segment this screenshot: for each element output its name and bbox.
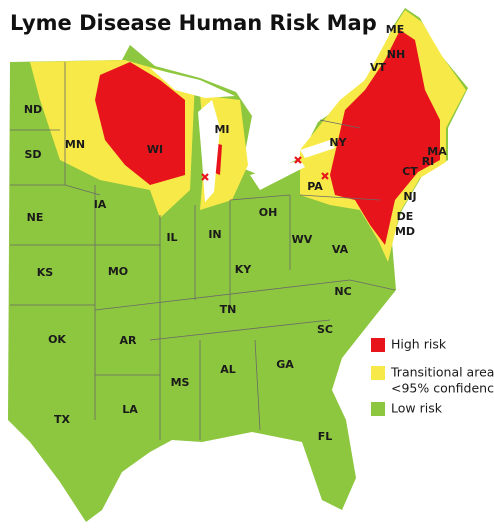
state-label: KY <box>235 263 253 276</box>
state-label: LA <box>122 403 138 416</box>
state-label: MI <box>214 123 229 136</box>
state-label: OK <box>48 333 66 346</box>
state-label: MA <box>427 145 447 158</box>
legend-label: Transitional area <box>390 365 494 380</box>
state-label: DE <box>397 210 414 223</box>
map-title: Lyme Disease Human Risk Map <box>10 11 377 35</box>
state-label: MS <box>171 376 190 389</box>
state-label: SD <box>24 148 41 161</box>
state-label: AR <box>120 334 138 347</box>
state-label: NE <box>27 211 44 224</box>
state-label: PA <box>307 180 323 193</box>
state-label: TN <box>220 303 237 316</box>
state-label: RI <box>422 155 435 168</box>
state-label: GA <box>276 358 294 371</box>
state-label: WV <box>292 233 313 246</box>
state-label: SC <box>317 323 333 336</box>
state-label: ME <box>386 23 404 36</box>
legend-label: Low risk <box>391 401 443 416</box>
state-label: VT <box>370 61 387 74</box>
legend-label: <95% confidence <box>391 381 494 396</box>
legend-swatch <box>371 338 385 352</box>
state-label: NJ <box>403 190 416 203</box>
state-label: NY <box>329 136 347 149</box>
marker <box>321 172 329 180</box>
state-label: MO <box>108 265 128 278</box>
state-label: MD <box>395 225 415 238</box>
legend-swatch <box>371 366 385 380</box>
state-label: MN <box>65 138 85 151</box>
state-label: ND <box>24 103 42 116</box>
state-label: OH <box>259 206 278 219</box>
marker <box>294 156 302 164</box>
state-label: IN <box>208 228 221 241</box>
high-risk-area <box>95 30 440 245</box>
state-label: KS <box>37 266 54 279</box>
state-label: NC <box>334 285 351 298</box>
state-label: CT <box>402 165 418 178</box>
lake <box>150 68 335 202</box>
marker <box>201 173 209 181</box>
state-label: IA <box>94 198 107 211</box>
state-label: VA <box>332 243 349 256</box>
state-label: IL <box>166 231 177 244</box>
legend-swatch <box>371 402 385 416</box>
state-label: TX <box>54 413 71 426</box>
state-label: FL <box>318 430 333 443</box>
state-label: AL <box>220 363 236 376</box>
map-area <box>8 8 468 522</box>
legend: High risk Transitional area<95% confidenc… <box>371 337 494 416</box>
state-borders <box>10 62 396 440</box>
marker-group <box>201 156 329 181</box>
state-label: WI <box>147 143 163 156</box>
state-label: NH <box>387 48 405 61</box>
legend-label: High risk <box>391 337 447 352</box>
